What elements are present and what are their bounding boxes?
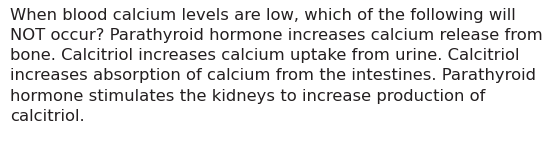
- Text: When blood calcium levels are low, which of the following will
NOT occur? Parath: When blood calcium levels are low, which…: [10, 8, 543, 124]
